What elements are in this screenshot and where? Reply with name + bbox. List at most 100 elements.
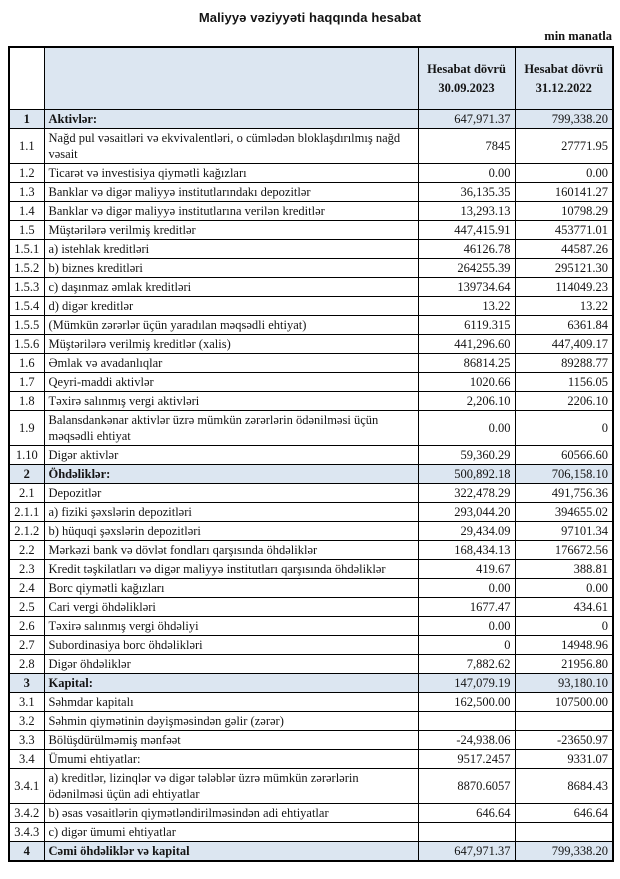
row-number: 4: [8, 841, 45, 862]
row-number: 3.4.3: [8, 822, 45, 842]
row-value-period2: 0.00: [514, 578, 614, 598]
row-value-period2: 453771.01: [514, 220, 614, 240]
row-value-period2: 2206.10: [514, 391, 614, 411]
row-value-period1: 0.00: [417, 578, 516, 598]
row-label: Aktivlər:: [43, 109, 419, 129]
table-row: 1.7 Qeyri-maddi aktivlər 1020.66 1156.05: [8, 372, 614, 392]
table-row: 1.10 Digər aktivlər 59,360.29 60566.60: [8, 445, 614, 465]
row-value-period1: 1020.66: [417, 372, 516, 392]
row-label: Əmlak və avadanlıqlar: [43, 353, 419, 373]
table-row: 3.4.2 b) əsas vəsaitlərin qiymətləndiril…: [8, 803, 614, 823]
row-value-period2: 706,158.10: [514, 464, 614, 484]
table-row: 1.3 Banklar və digər maliyyə institutlar…: [8, 182, 614, 202]
row-label: Kredit təşkilatları və digər maliyyə ins…: [43, 559, 419, 579]
row-value-period1: 264255.39: [417, 258, 516, 278]
row-label: Səhmin qiymətinin dəyişməsindən gəlir (z…: [43, 711, 419, 731]
row-value-period1: 0.00: [417, 616, 516, 636]
row-label: Müştərilərə verilmiş kreditlər: [43, 220, 419, 240]
row-value-period2: 27771.95: [514, 128, 614, 164]
row-value-period2: 799,338.20: [514, 841, 614, 862]
table-row: 1.5.6 Müştərilərə verilmiş kreditlər (xa…: [8, 334, 614, 354]
row-number: 1.6: [8, 353, 45, 373]
row-label: b) əsas vəsaitlərin qiymətləndirilməsind…: [43, 803, 419, 823]
table-row: 2.6 Təxirə salınmış vergi öhdəliyi 0.00 …: [8, 616, 614, 636]
table-row: 3.4.1 a) kreditlər, lizinqlər və digər t…: [8, 768, 614, 804]
row-label: Öhdəliklər:: [43, 464, 419, 484]
row-value-period1: 7845: [417, 128, 516, 164]
row-number: 3.1: [8, 692, 45, 712]
header-row: Hesabat dövrü 30.09.2023 Hesabat dövrü 3…: [8, 46, 614, 110]
row-value-period2: 21956.80: [514, 654, 614, 674]
table-row: 1.5.5 (Mümkün zərərlər üçün yaradılan mə…: [8, 315, 614, 335]
row-value-period2: 799,338.20: [514, 109, 614, 129]
row-number: 3.4.1: [8, 768, 45, 804]
table-row: 3 Kapital: 147,079.19 93,180.10: [8, 673, 614, 693]
row-value-period2: 388.81: [514, 559, 614, 579]
table-header: Hesabat dövrü 30.09.2023 Hesabat dövrü 3…: [8, 46, 614, 110]
row-value-period1: 86814.25: [417, 353, 516, 373]
row-label: a) kreditlər, lizinqlər və digər tələblə…: [43, 768, 419, 804]
table-row: 3.3 Bölüşdürülməmiş mənfəət -24,938.06 -…: [8, 730, 614, 750]
table-row: 2.4 Borc qiymətli kağızları 0.00 0.00: [8, 578, 614, 598]
row-value-period1: 0: [417, 635, 516, 655]
row-value-period2: 394655.02: [514, 502, 614, 522]
row-value-period1: 441,296.60: [417, 334, 516, 354]
row-label: Digər öhdəliklər: [43, 654, 419, 674]
row-value-period2: 434.61: [514, 597, 614, 617]
row-value-period2: 295121.30: [514, 258, 614, 278]
row-label: Banklar və digər maliyyə institutlarına …: [43, 201, 419, 221]
table-row: 2 Öhdəliklər: 500,892.18 706,158.10: [8, 464, 614, 484]
row-value-period1: 6119.315: [417, 315, 516, 335]
row-label: Subordinasiya borc öhdəlikləri: [43, 635, 419, 655]
page-title: Maliyyə vəziyyəti haqqında hesabat: [198, 10, 422, 25]
row-number: 3.4.2: [8, 803, 45, 823]
row-number: 1.1: [8, 128, 45, 164]
table-row: 2.1 Depozitlər 322,478.29 491,756.36: [8, 483, 614, 503]
row-number: 1.4: [8, 201, 45, 221]
row-value-period1: 36,135.35: [417, 182, 516, 202]
row-value-period1: 9517.2457: [417, 749, 516, 769]
table-row: 2.1.2 b) hüquqi şəxslərin depozitləri 29…: [8, 521, 614, 541]
row-value-period2: [514, 711, 614, 731]
row-number: 1.3: [8, 182, 45, 202]
row-number: 2.3: [8, 559, 45, 579]
row-value-period2: 13.22: [514, 296, 614, 316]
period1-date: 30.09.2023: [438, 80, 495, 95]
row-value-period1: 647,971.37: [417, 109, 516, 129]
table-row: 1.5.1 a) istehlak kreditləri 46126.78 44…: [8, 239, 614, 259]
table-row: 1.5 Müştərilərə verilmiş kreditlər 447,4…: [8, 220, 614, 240]
table-row: 2.5 Cari vergi öhdəlikləri 1677.47 434.6…: [8, 597, 614, 617]
row-value-period1: 0.00: [417, 410, 516, 446]
row-number: 2.6: [8, 616, 45, 636]
row-number: 2: [8, 464, 45, 484]
row-label: Depozitlər: [43, 483, 419, 503]
row-number: 2.8: [8, 654, 45, 674]
row-number: 3: [8, 673, 45, 693]
row-label: Müştərilərə verilmiş kreditlər (xalis): [43, 334, 419, 354]
row-label: Səhmdar kapitalı: [43, 692, 419, 712]
row-label: Ümumi ehtiyatlar:: [43, 749, 419, 769]
row-label: Kapital:: [43, 673, 419, 693]
row-number: 1.7: [8, 372, 45, 392]
row-value-period2: 107500.00: [514, 692, 614, 712]
row-value-period2: 0.00: [514, 163, 614, 183]
row-value-period2: 6361.84: [514, 315, 614, 335]
table-row: 2.2 Mərkəzi bank və dövlət fondları qarş…: [8, 540, 614, 560]
row-number: 2.7: [8, 635, 45, 655]
row-number: 2.1: [8, 483, 45, 503]
row-label: Qeyri-maddi aktivlər: [43, 372, 419, 392]
row-number: 3.4: [8, 749, 45, 769]
row-value-period1: 147,079.19: [417, 673, 516, 693]
row-value-period2: 97101.34: [514, 521, 614, 541]
row-label: Cari vergi öhdəlikləri: [43, 597, 419, 617]
row-value-period2: 14948.96: [514, 635, 614, 655]
table-row: 1.5.3 c) daşınmaz əmlak kreditləri 13973…: [8, 277, 614, 297]
row-value-period1: 59,360.29: [417, 445, 516, 465]
row-value-period1: 162,500.00: [417, 692, 516, 712]
row-value-period2: 9331.07: [514, 749, 614, 769]
table-row: 1 Aktivlər: 647,971.37 799,338.20: [8, 109, 614, 129]
row-value-period1: 419.67: [417, 559, 516, 579]
row-value-period1: 139734.64: [417, 277, 516, 297]
row-value-period2: 44587.26: [514, 239, 614, 259]
row-value-period2: 160141.27: [514, 182, 614, 202]
